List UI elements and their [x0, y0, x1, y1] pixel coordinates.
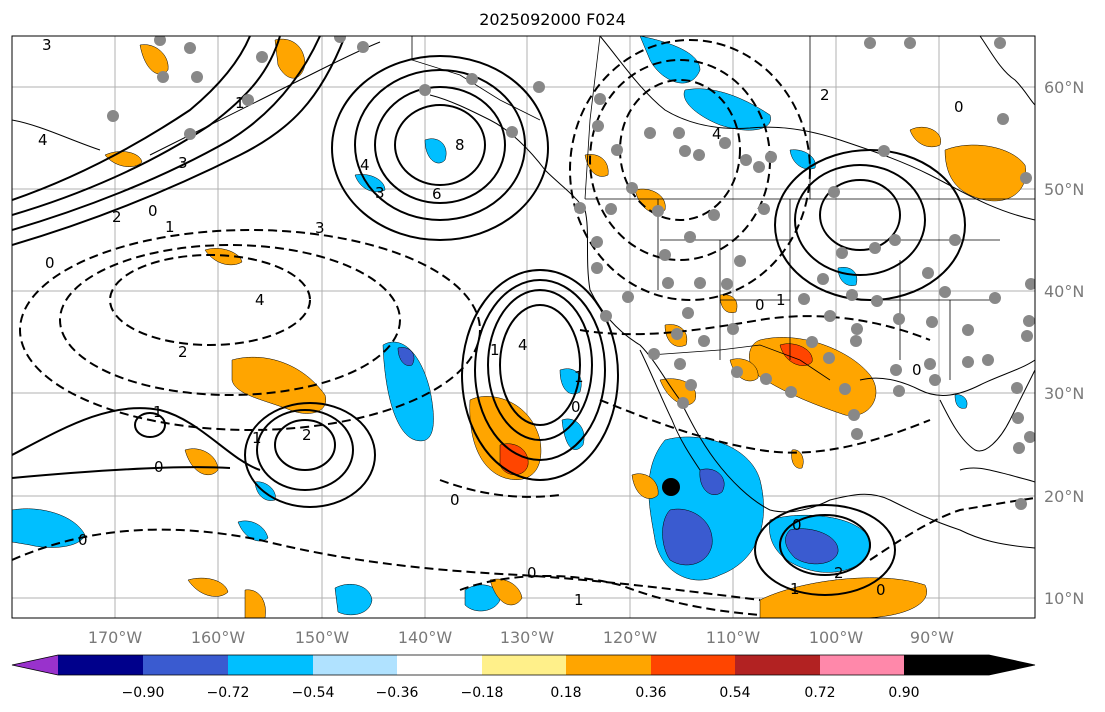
- svg-text:130°W: 130°W: [500, 628, 555, 647]
- colorbar-segment: [143, 655, 228, 675]
- svg-text:−0.72: −0.72: [207, 685, 250, 701]
- svg-text:0.72: 0.72: [804, 685, 835, 701]
- svg-text:1: 1: [574, 591, 584, 609]
- svg-text:0.54: 0.54: [719, 685, 750, 701]
- svg-text:90°W: 90°W: [910, 628, 954, 647]
- colorbar-segment: [397, 655, 482, 675]
- colorbar-segment: [482, 655, 566, 675]
- svg-text:1: 1: [252, 429, 262, 447]
- svg-text:0.90: 0.90: [888, 685, 919, 701]
- svg-text:0: 0: [571, 398, 581, 416]
- svg-text:0: 0: [450, 491, 460, 509]
- svg-text:−0.36: −0.36: [376, 685, 419, 701]
- colorbar-outline: [11, 654, 1036, 676]
- contour-labels: 3 4 3 2 0 1 0 4 6 8 3 1 4 2 1 0 1 2 1 0 …: [38, 36, 964, 609]
- map-title: 2025092000 F024: [479, 10, 626, 29]
- svg-text:3: 3: [315, 219, 325, 237]
- svg-text:20°N: 20°N: [1044, 487, 1084, 506]
- svg-text:3: 3: [42, 36, 52, 54]
- map-frame: [11, 35, 1036, 619]
- svg-text:1: 1: [153, 403, 163, 421]
- svg-text:2: 2: [820, 86, 830, 104]
- svg-text:110°W: 110°W: [706, 628, 761, 647]
- svg-text:0: 0: [148, 202, 158, 220]
- colorbar-segment: [735, 655, 820, 675]
- svg-text:1: 1: [165, 218, 175, 236]
- svg-text:2: 2: [834, 564, 844, 582]
- svg-text:140°W: 140°W: [398, 628, 453, 647]
- svg-text:0: 0: [876, 581, 886, 599]
- svg-text:6: 6: [432, 185, 442, 203]
- storm-marker: [662, 478, 680, 496]
- svg-text:−0.90: −0.90: [122, 685, 165, 701]
- colorbar-segment: [651, 655, 735, 675]
- svg-text:0: 0: [755, 296, 765, 314]
- svg-text:10°N: 10°N: [1044, 589, 1084, 608]
- svg-text:2: 2: [178, 343, 188, 361]
- svg-text:2: 2: [112, 208, 122, 226]
- svg-text:−0.54: −0.54: [292, 685, 335, 701]
- svg-text:120°W: 120°W: [603, 628, 658, 647]
- svg-text:0: 0: [154, 458, 164, 476]
- station-dots: [107, 36, 1035, 510]
- svg-text:8: 8: [455, 136, 465, 154]
- solid-contours: [12, 36, 966, 596]
- map-background: [12, 36, 1035, 618]
- svg-text:4: 4: [518, 336, 528, 354]
- svg-text:0: 0: [792, 516, 802, 534]
- svg-text:1: 1: [235, 94, 245, 112]
- svg-text:4: 4: [360, 156, 370, 174]
- colorbar-extend-low: [12, 655, 58, 675]
- latitude-labels: 60°N 50°N 40°N 30°N 20°N 10°N: [1044, 78, 1084, 608]
- shaded-anomaly-areas: [12, 36, 1027, 618]
- svg-text:1: 1: [574, 368, 584, 386]
- colorbar-segment: [820, 655, 904, 675]
- svg-text:0: 0: [78, 531, 88, 549]
- svg-text:1: 1: [790, 580, 800, 598]
- svg-text:1: 1: [490, 341, 500, 359]
- svg-text:30°N: 30°N: [1044, 384, 1084, 403]
- colorbar-segment: [58, 655, 143, 675]
- svg-text:2: 2: [302, 426, 312, 444]
- svg-text:4: 4: [712, 125, 722, 143]
- svg-text:150°W: 150°W: [295, 628, 350, 647]
- svg-text:−0.18: −0.18: [461, 685, 504, 701]
- colorbar-segment: [228, 655, 313, 675]
- svg-text:170°W: 170°W: [88, 628, 143, 647]
- svg-text:0.18: 0.18: [550, 685, 581, 701]
- svg-text:0: 0: [527, 564, 537, 582]
- svg-text:0: 0: [912, 361, 922, 379]
- colorbar-tick-labels: −0.90 −0.72 −0.54 −0.36 −0.18 0.18 0.36 …: [122, 685, 920, 701]
- svg-text:0.36: 0.36: [635, 685, 666, 701]
- svg-text:3: 3: [178, 154, 188, 172]
- svg-text:0: 0: [954, 98, 964, 116]
- svg-text:160°W: 160°W: [191, 628, 246, 647]
- colorbar: [11, 654, 1036, 676]
- svg-text:40°N: 40°N: [1044, 282, 1084, 301]
- svg-text:4: 4: [255, 291, 265, 309]
- svg-text:4: 4: [38, 131, 48, 149]
- svg-text:100°W: 100°W: [809, 628, 864, 647]
- svg-text:1: 1: [776, 291, 786, 309]
- svg-text:3: 3: [375, 184, 385, 202]
- longitude-labels: 170°W 160°W 150°W 140°W 130°W 120°W 110°…: [88, 628, 954, 647]
- svg-text:60°N: 60°N: [1044, 78, 1084, 97]
- colorbar-segment: [566, 655, 651, 675]
- svg-text:50°N: 50°N: [1044, 180, 1084, 199]
- colorbar-segment: [313, 655, 397, 675]
- svg-text:0: 0: [45, 254, 55, 272]
- colorbar-extend-high: [904, 655, 1035, 675]
